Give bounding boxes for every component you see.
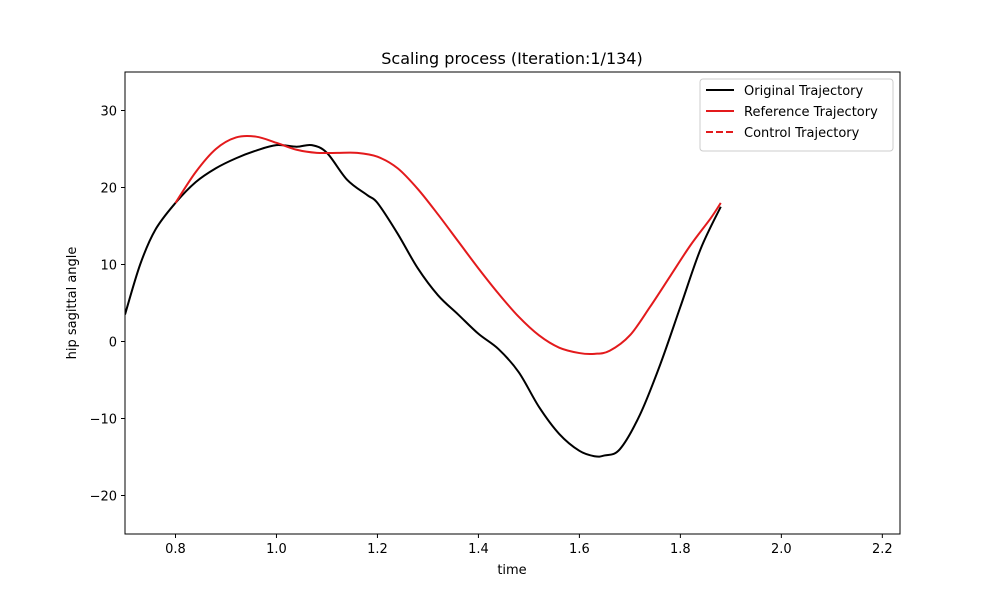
y-axis-ticks: −20 −10 0 10 20 30: [90, 105, 125, 505]
legend-label-2: Control Trajectory: [744, 126, 860, 141]
series-line-0: [125, 143, 722, 458]
legend-label-0: Original Trajectory: [744, 84, 863, 99]
x-tick-label: 1.4: [468, 542, 489, 557]
x-tick-label: 2.0: [771, 542, 792, 557]
legend-label-1: Reference Trajectory: [744, 105, 878, 120]
x-tick-label: 1.2: [367, 542, 388, 557]
legend: Original Trajectory Reference Trajectory C…: [699, 78, 894, 152]
plot-lines: [125, 134, 722, 458]
y-axis-label: hip sagittal angle: [65, 247, 80, 360]
series-line-1: [174, 134, 722, 356]
x-tick-label: 1.6: [569, 542, 590, 557]
y-tick-label: −10: [90, 413, 117, 428]
y-tick-label: 20: [100, 182, 117, 197]
x-tick-label: 1.8: [670, 542, 691, 557]
x-axis-ticks: 0.8 1.0 1.2 1.4 1.6 1.8 2.0 2.2: [165, 534, 893, 557]
x-tick-label: 0.8: [165, 542, 186, 557]
x-tick-label: 1.0: [266, 542, 287, 557]
x-tick-label: 2.2: [872, 542, 893, 557]
y-tick-label: −20: [90, 490, 117, 505]
chart-title: Scaling process (Iteration:1/134): [381, 49, 642, 68]
legend-box: [699, 78, 894, 152]
y-tick-label: 0: [109, 336, 117, 351]
y-tick-label: 30: [100, 105, 117, 120]
x-axis-label: time: [497, 563, 526, 578]
plot-frame: [124, 71, 901, 535]
y-tick-label: 10: [100, 259, 117, 274]
